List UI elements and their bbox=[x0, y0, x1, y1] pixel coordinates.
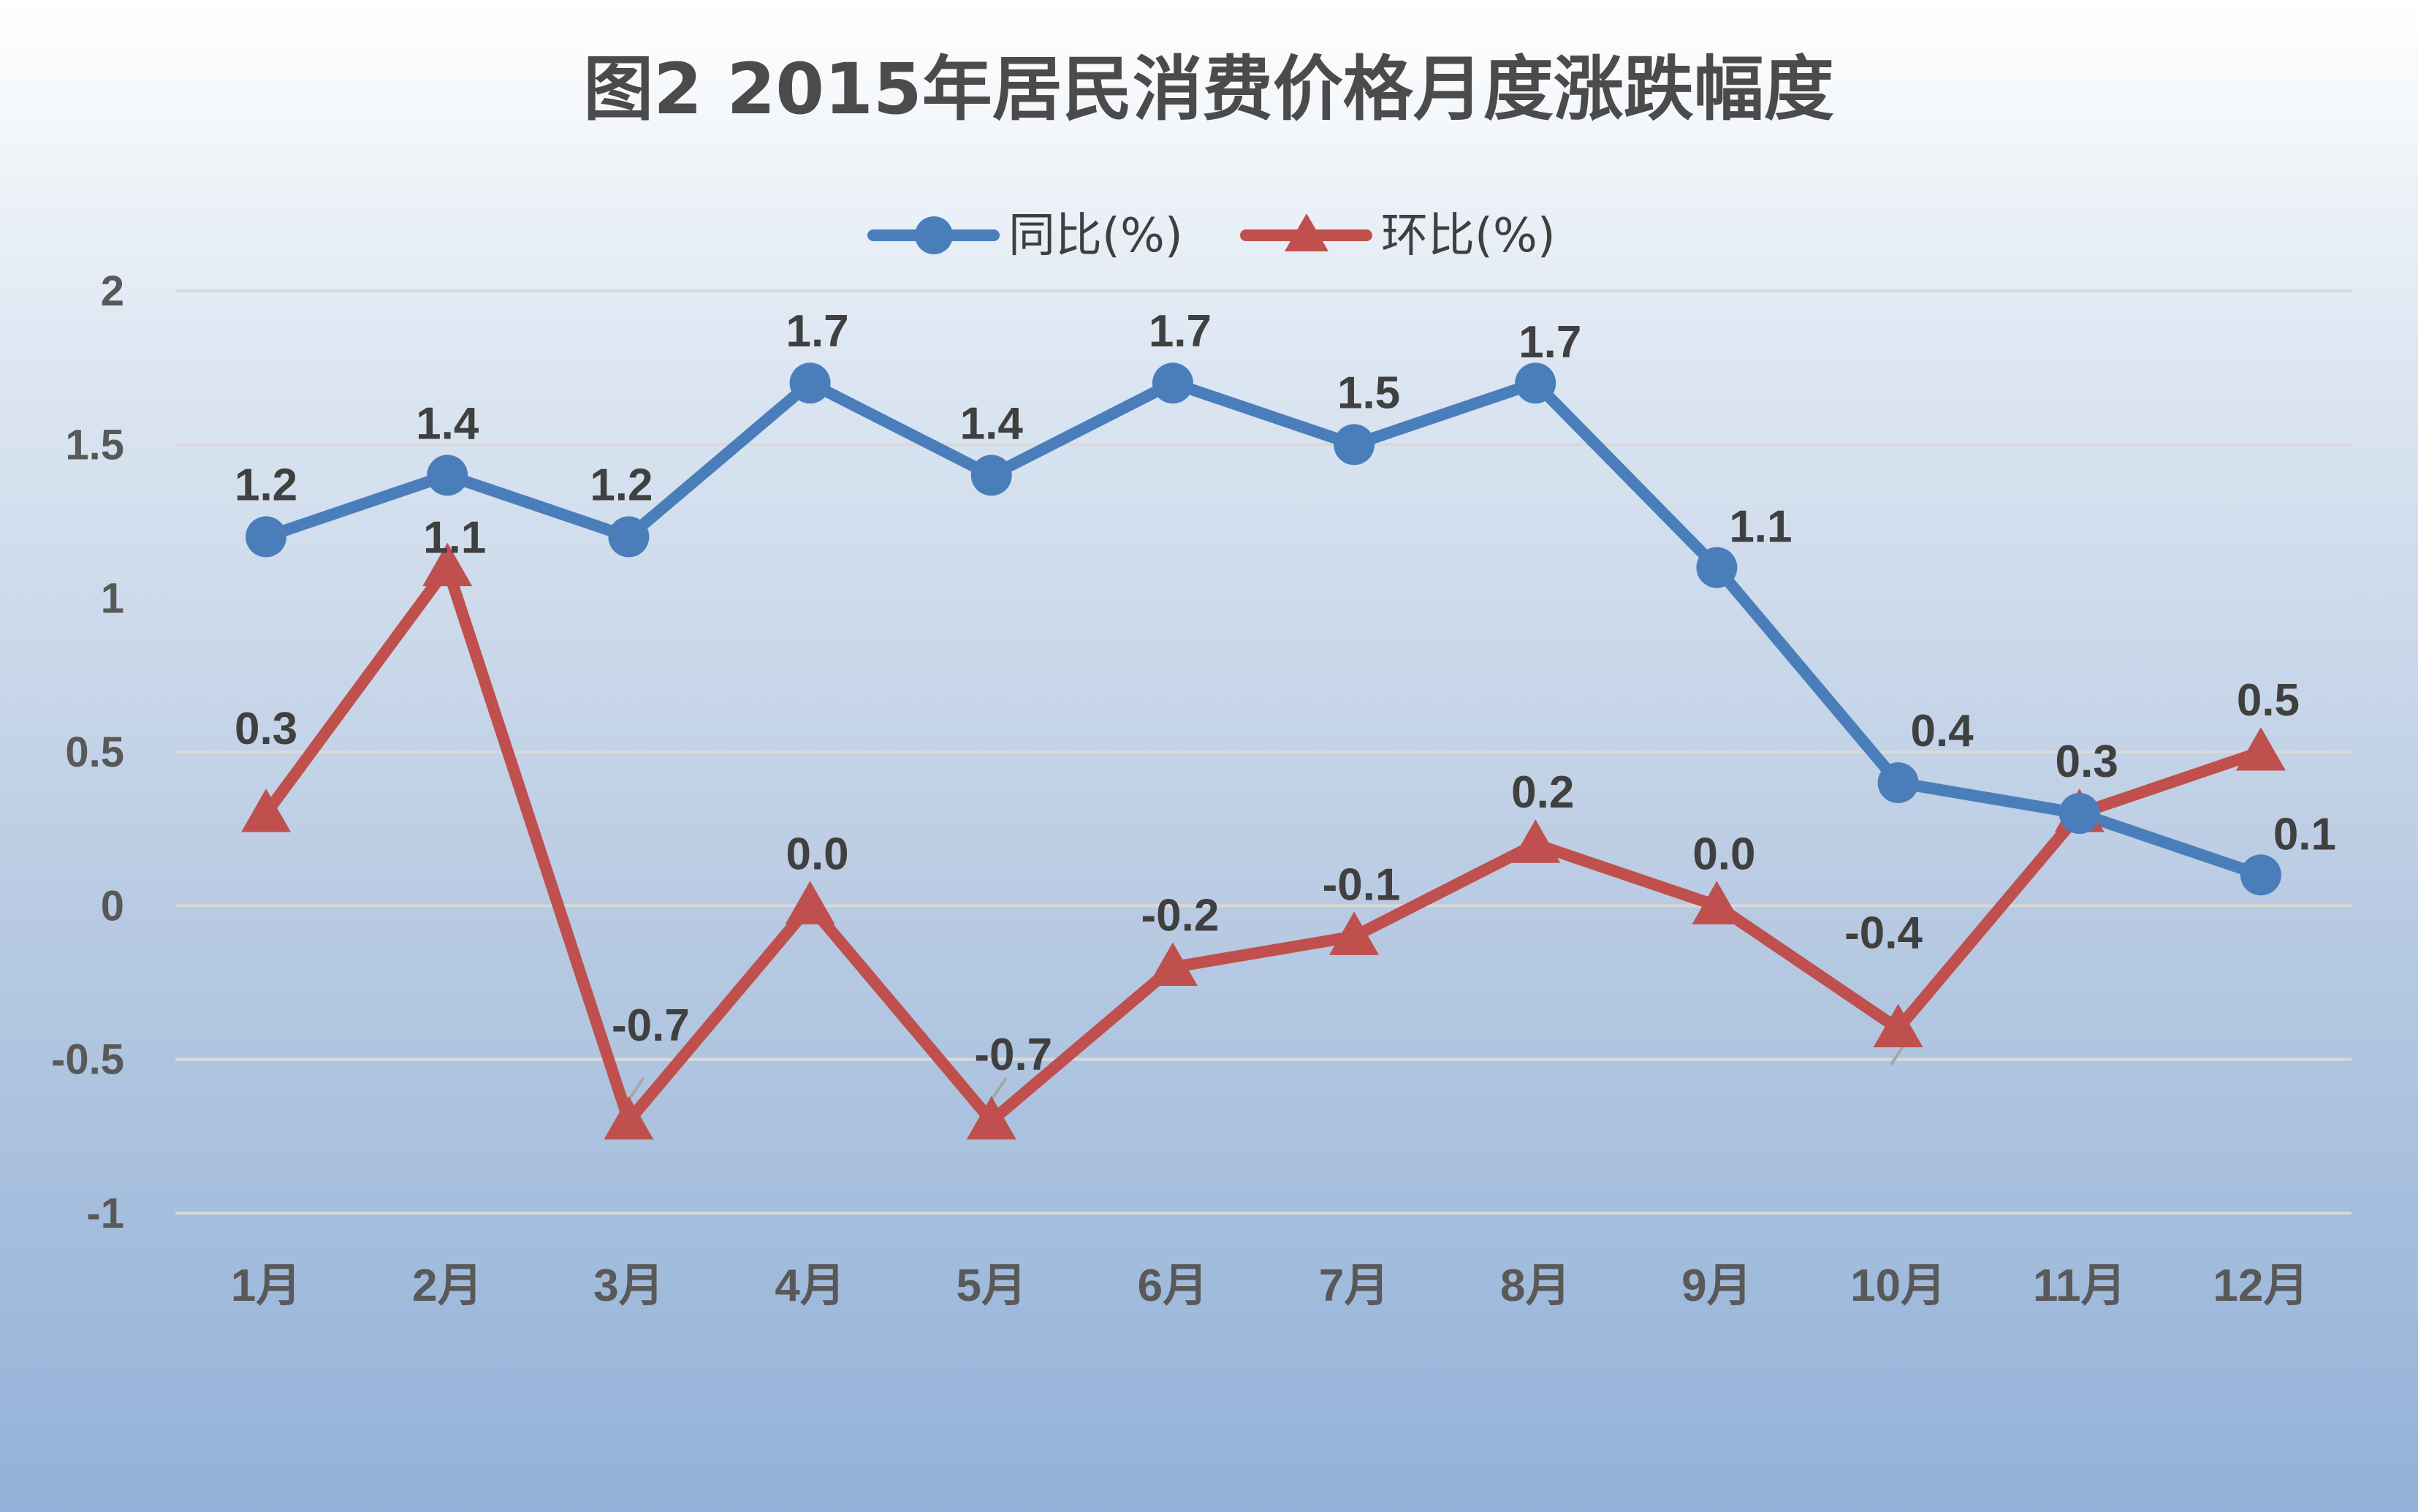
data-label: -0.1 bbox=[1323, 859, 1401, 910]
data-label: 0.3 bbox=[235, 704, 297, 754]
data-label: 1.2 bbox=[590, 460, 653, 511]
legend-label: 同比(%) bbox=[1008, 209, 1183, 263]
circle-marker bbox=[246, 516, 287, 558]
data-label: 0.5 bbox=[2237, 675, 2300, 726]
data-label: 0.2 bbox=[1511, 767, 1574, 818]
circle-marker bbox=[970, 455, 1012, 496]
x-tick-label: 5月 bbox=[957, 1261, 1027, 1311]
data-label: 1.5 bbox=[1337, 368, 1400, 418]
x-tick-label: 10月 bbox=[1850, 1261, 1946, 1311]
x-tick-label: 12月 bbox=[2213, 1261, 2308, 1311]
circle-marker bbox=[1152, 362, 1193, 404]
circle-marker bbox=[1515, 362, 1556, 404]
triangle-marker bbox=[241, 789, 292, 832]
triangle-marker bbox=[422, 542, 473, 587]
data-label: 1.1 bbox=[1729, 502, 1792, 552]
series-line-triangle bbox=[260, 561, 2267, 1127]
data-label: 0.0 bbox=[1692, 829, 1755, 879]
data-label: 1.1 bbox=[423, 513, 486, 563]
x-tick-label: 2月 bbox=[412, 1261, 482, 1311]
triangle-marker bbox=[2235, 727, 2286, 771]
data-label: -0.4 bbox=[1844, 908, 1923, 959]
circle-marker bbox=[2058, 793, 2100, 835]
circle-marker bbox=[427, 455, 468, 496]
triangle-marker bbox=[1510, 819, 1561, 863]
data-label: 1.4 bbox=[960, 398, 1024, 449]
legend-marker-circle bbox=[915, 216, 953, 254]
data-label: 1.7 bbox=[1149, 306, 1212, 357]
y-tick-label: 2 bbox=[101, 267, 124, 315]
data-label: 0.0 bbox=[786, 829, 848, 879]
triangle-marker bbox=[785, 881, 835, 924]
gridlines bbox=[175, 289, 2352, 1215]
x-tick-label: 9月 bbox=[1681, 1261, 1752, 1311]
triangle-marker bbox=[604, 1095, 654, 1140]
data-label: 1.2 bbox=[235, 460, 297, 511]
circle-marker bbox=[1696, 547, 1738, 588]
triangle-marker bbox=[1873, 1003, 1923, 1048]
data-label: 1.4 bbox=[416, 398, 479, 449]
triangle-marker bbox=[1329, 911, 1380, 955]
y-tick-label: 1 bbox=[101, 575, 124, 623]
data-label: 1.7 bbox=[1518, 317, 1581, 368]
x-tick-label: 3月 bbox=[593, 1261, 664, 1311]
data-label: 0.3 bbox=[2056, 737, 2118, 787]
legend-label: 环比(%) bbox=[1381, 209, 1556, 263]
x-tick-label: 8月 bbox=[1500, 1261, 1570, 1311]
data-label: -0.7 bbox=[974, 1030, 1052, 1080]
triangle-marker bbox=[1692, 881, 1742, 924]
data-label: 0.3 bbox=[2056, 737, 2118, 787]
triangle-marker bbox=[1147, 942, 1198, 986]
x-tick-label: 6月 bbox=[1138, 1261, 1208, 1311]
x-tick-label: 1月 bbox=[231, 1261, 301, 1311]
data-label: -0.7 bbox=[612, 1000, 690, 1051]
data-label: 1.7 bbox=[786, 306, 848, 357]
y-tick-label: -1 bbox=[86, 1190, 124, 1237]
y-tick-label: 0.5 bbox=[65, 729, 124, 776]
triangle-marker bbox=[966, 1095, 1016, 1140]
x-tick-label: 11月 bbox=[2033, 1261, 2126, 1311]
data-label: 0.1 bbox=[2273, 809, 2336, 859]
y-tick-label: 0 bbox=[101, 882, 124, 930]
series-layer: 1.2 1.4 1.2 1.7 1.4 1.7 1.5 1.7 1.1 0.4 0.3 0.1 0.3 1… bbox=[235, 306, 2336, 1140]
x-tick-label: 4月 bbox=[775, 1261, 845, 1311]
y-tick-label: -0.5 bbox=[51, 1036, 124, 1084]
circle-marker bbox=[789, 362, 831, 404]
circle-marker bbox=[608, 516, 650, 558]
y-axis-ticks: 2 1.5 1 0.5 0 -0.5 -1 bbox=[51, 267, 124, 1237]
legend: 同比(%) 环比(%) bbox=[867, 209, 1556, 263]
circle-marker bbox=[2240, 854, 2281, 896]
data-label: -0.2 bbox=[1141, 890, 1219, 941]
y-tick-label: 1.5 bbox=[65, 421, 124, 468]
circle-marker bbox=[1877, 762, 1919, 804]
x-tick-label: 7月 bbox=[1319, 1261, 1389, 1311]
chart-title: 图2 2015年居民消费价格月度涨跌幅度 bbox=[583, 48, 1833, 130]
legend-marker-triangle bbox=[1285, 213, 1328, 251]
data-label: 0.4 bbox=[1910, 706, 1974, 756]
series-line-circle bbox=[260, 377, 2267, 881]
circle-marker bbox=[1334, 424, 1375, 466]
x-axis-ticks: 1月 2月 3月 4月 5月 6月 7月 8月 9月 10月 11月 12月 bbox=[231, 1261, 2309, 1311]
